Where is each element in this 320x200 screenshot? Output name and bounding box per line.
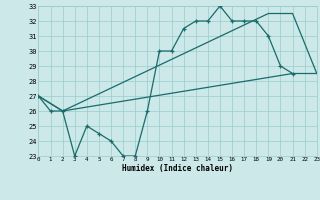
X-axis label: Humidex (Indice chaleur): Humidex (Indice chaleur)	[122, 164, 233, 173]
